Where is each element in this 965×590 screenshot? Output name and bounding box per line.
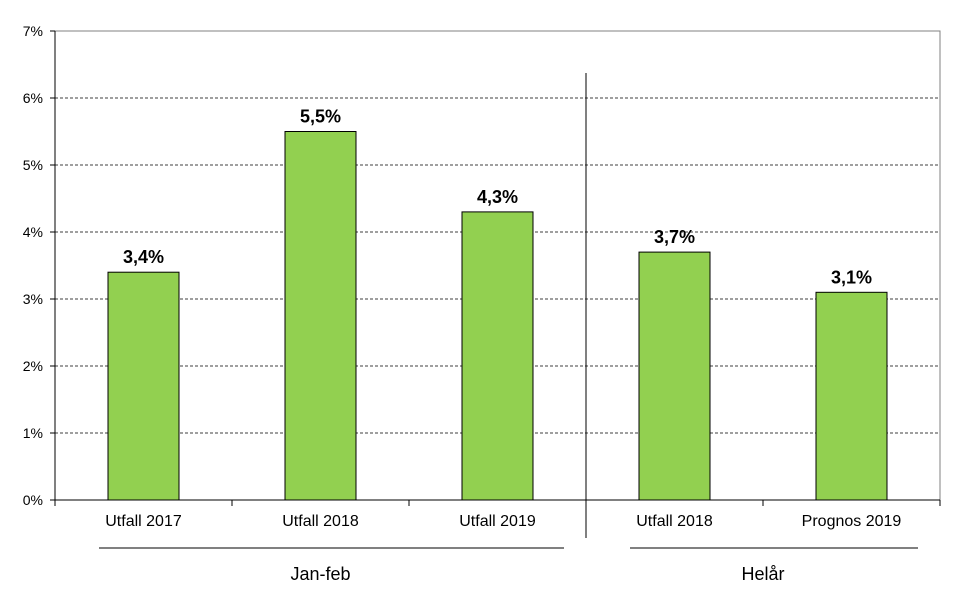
bar: [815, 291, 888, 501]
group-label: Jan-feb: [290, 564, 350, 584]
bar: [284, 131, 357, 501]
y-tick-label: 7%: [23, 23, 43, 39]
category-label: Prognos 2019: [802, 513, 902, 530]
y-tick-label: 4%: [23, 224, 43, 240]
y-tick-label: 3%: [23, 291, 43, 307]
bar: [638, 251, 711, 501]
bars: [107, 131, 888, 501]
data-label: 3,1%: [831, 267, 872, 287]
group-label: Helår: [741, 564, 784, 584]
labels: 0% 1% 2% 3% 4% 5% 6% 7% 3,4% Utfall 2017 5,5% Utfal…: [23, 23, 902, 584]
bar: [107, 271, 180, 501]
data-label: 5,5%: [300, 107, 341, 127]
y-tick-label: 6%: [23, 90, 43, 106]
bar: [461, 211, 534, 501]
data-label: 3,4%: [123, 247, 164, 267]
data-label: 4,3%: [477, 187, 518, 207]
data-label: 3,7%: [654, 227, 695, 247]
y-tick-label: 5%: [23, 157, 43, 173]
category-label: Utfall 2017: [105, 513, 182, 530]
axes: [50, 30, 941, 549]
y-tick-label: 2%: [23, 358, 43, 374]
y-tick-label: 1%: [23, 425, 43, 441]
y-tick-label: 0%: [23, 492, 43, 508]
category-label: Utfall 2018: [282, 513, 359, 530]
category-label: Utfall 2018: [636, 513, 713, 530]
category-label: Utfall 2019: [459, 513, 536, 530]
